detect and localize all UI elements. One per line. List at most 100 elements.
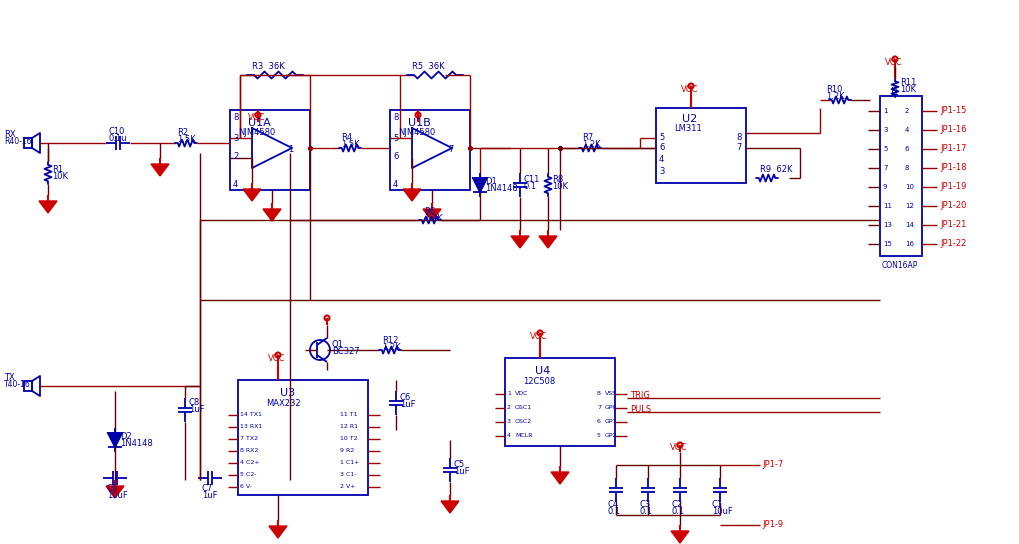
Text: 3 C1-: 3 C1- bbox=[340, 472, 357, 477]
Text: VCC: VCC bbox=[248, 113, 266, 122]
Text: 7 TX2: 7 TX2 bbox=[240, 436, 258, 441]
Text: 1uF: 1uF bbox=[202, 491, 217, 500]
Text: R10: R10 bbox=[826, 85, 843, 94]
Text: JP1-22: JP1-22 bbox=[940, 239, 966, 248]
Bar bbox=[238, 380, 368, 495]
Text: 10 T2: 10 T2 bbox=[340, 436, 358, 441]
Text: MCLR: MCLR bbox=[515, 433, 533, 438]
Text: 7: 7 bbox=[597, 405, 601, 410]
Text: OSC2: OSC2 bbox=[515, 419, 532, 424]
Text: JP1-19: JP1-19 bbox=[940, 182, 966, 191]
Text: R8: R8 bbox=[552, 175, 564, 184]
Text: TX: TX bbox=[4, 373, 14, 382]
Text: 6: 6 bbox=[905, 146, 910, 152]
Text: 16: 16 bbox=[905, 241, 914, 247]
Text: MAX232: MAX232 bbox=[266, 399, 301, 408]
Text: 12C508: 12C508 bbox=[523, 377, 555, 386]
Text: C2: C2 bbox=[672, 500, 683, 509]
Text: 0.1: 0.1 bbox=[524, 182, 537, 191]
Text: VCC: VCC bbox=[884, 58, 903, 67]
Text: 10uF: 10uF bbox=[712, 507, 733, 516]
Text: 6: 6 bbox=[393, 152, 398, 161]
Text: R11: R11 bbox=[900, 78, 916, 87]
Polygon shape bbox=[263, 209, 281, 221]
Text: 10uF: 10uF bbox=[107, 491, 127, 500]
Polygon shape bbox=[108, 433, 122, 447]
Text: 0.1u: 0.1u bbox=[109, 134, 127, 143]
Text: 11 T1: 11 T1 bbox=[340, 412, 358, 417]
Polygon shape bbox=[39, 201, 57, 213]
Text: 4: 4 bbox=[233, 180, 238, 189]
Text: 1uF: 1uF bbox=[400, 400, 416, 409]
Text: 8: 8 bbox=[393, 113, 398, 122]
Text: 3: 3 bbox=[507, 419, 511, 424]
Text: 1.2K: 1.2K bbox=[826, 92, 845, 101]
Text: J1: J1 bbox=[890, 87, 899, 97]
Polygon shape bbox=[243, 189, 261, 201]
Text: 10K: 10K bbox=[52, 172, 68, 181]
Text: 10: 10 bbox=[905, 184, 914, 190]
Text: 1.5K: 1.5K bbox=[177, 135, 196, 144]
Text: JP1-20: JP1-20 bbox=[940, 201, 966, 210]
Polygon shape bbox=[403, 189, 421, 201]
Text: JP1-9: JP1-9 bbox=[762, 520, 784, 529]
Text: VCC: VCC bbox=[268, 354, 285, 363]
Text: VCC: VCC bbox=[671, 443, 688, 452]
Text: U1A: U1A bbox=[248, 118, 271, 128]
Text: JP1-17: JP1-17 bbox=[940, 144, 966, 153]
Text: U1B: U1B bbox=[408, 118, 431, 128]
Text: 1uF: 1uF bbox=[189, 405, 205, 414]
Text: 1: 1 bbox=[288, 145, 293, 154]
Polygon shape bbox=[423, 209, 441, 221]
Text: 6: 6 bbox=[597, 419, 601, 424]
Polygon shape bbox=[151, 164, 169, 176]
Text: 5: 5 bbox=[659, 133, 664, 142]
Text: NJM4580: NJM4580 bbox=[398, 128, 435, 137]
Text: 5: 5 bbox=[597, 433, 601, 438]
Text: C7: C7 bbox=[202, 484, 213, 493]
Text: R40-16: R40-16 bbox=[4, 137, 32, 146]
Text: LM311: LM311 bbox=[674, 124, 702, 133]
Bar bbox=[656, 108, 746, 183]
Text: Q1: Q1 bbox=[332, 340, 343, 349]
Text: U3: U3 bbox=[280, 388, 296, 398]
Text: R4: R4 bbox=[341, 133, 353, 142]
Text: C11: C11 bbox=[524, 175, 540, 184]
Text: 0.1: 0.1 bbox=[640, 507, 653, 516]
Text: 15: 15 bbox=[883, 241, 892, 247]
Text: 5: 5 bbox=[883, 146, 888, 152]
Text: VCC: VCC bbox=[530, 332, 547, 341]
Text: GP2: GP2 bbox=[605, 433, 618, 438]
Text: 2: 2 bbox=[233, 152, 238, 161]
Bar bbox=[880, 96, 922, 256]
Text: 5: 5 bbox=[393, 134, 398, 143]
Text: 5 C2-: 5 C2- bbox=[240, 472, 257, 477]
Text: 1.2K: 1.2K bbox=[382, 343, 400, 352]
Text: 4: 4 bbox=[393, 180, 398, 189]
Bar bbox=[24, 381, 32, 391]
Text: 3: 3 bbox=[233, 134, 238, 143]
Bar bbox=[505, 358, 615, 446]
Text: R6: R6 bbox=[424, 207, 435, 216]
Text: VSS: VSS bbox=[605, 391, 616, 396]
Text: 6 V-: 6 V- bbox=[240, 484, 252, 489]
Text: 10K: 10K bbox=[552, 182, 568, 191]
Text: R9  62K: R9 62K bbox=[760, 165, 793, 174]
Text: 4: 4 bbox=[905, 127, 909, 133]
Text: C5: C5 bbox=[454, 460, 465, 469]
Text: VDC: VDC bbox=[515, 391, 529, 396]
Text: 11: 11 bbox=[883, 203, 892, 209]
Text: C4: C4 bbox=[608, 500, 620, 509]
Text: 14 TX1: 14 TX1 bbox=[240, 412, 262, 417]
Text: 10K: 10K bbox=[900, 85, 916, 94]
Text: C10: C10 bbox=[109, 127, 125, 136]
Text: 4: 4 bbox=[507, 433, 511, 438]
Text: 1.2K: 1.2K bbox=[582, 140, 600, 149]
Text: D2: D2 bbox=[120, 432, 131, 441]
Text: JP1-18: JP1-18 bbox=[940, 163, 966, 172]
Text: CON16AP: CON16AP bbox=[882, 261, 918, 270]
Bar bbox=[390, 110, 470, 190]
Text: PULS: PULS bbox=[630, 405, 651, 414]
Text: JP1-16: JP1-16 bbox=[940, 125, 966, 134]
Text: R7: R7 bbox=[582, 133, 593, 142]
